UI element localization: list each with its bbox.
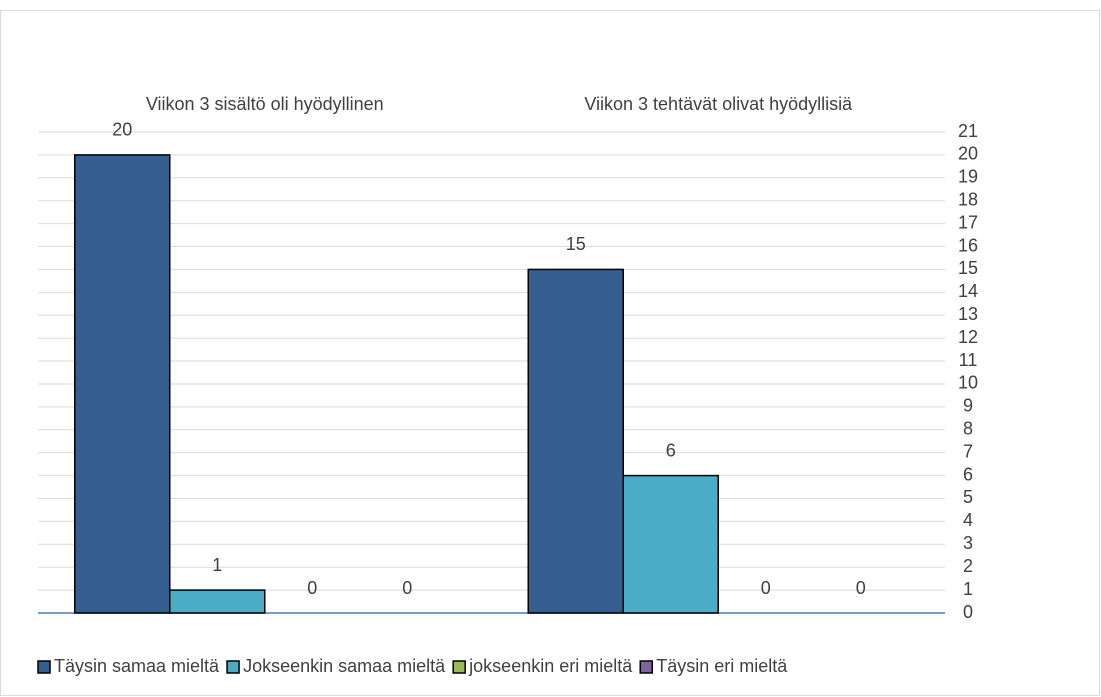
y-tick-label: 18 bbox=[958, 189, 978, 209]
data-label: 20 bbox=[112, 120, 132, 140]
y-tick-label: 17 bbox=[958, 212, 978, 232]
bar bbox=[527, 268, 624, 614]
y-tick-label: 6 bbox=[963, 464, 973, 484]
y-tick-label: 12 bbox=[958, 327, 978, 347]
data-label: 0 bbox=[307, 578, 317, 598]
legend-swatch bbox=[37, 660, 51, 674]
y-tick-label: 3 bbox=[963, 533, 973, 553]
legend-label: Jokseenkin samaa mieltä bbox=[243, 656, 446, 676]
y-tick-label: 10 bbox=[958, 373, 978, 393]
data-label: 6 bbox=[666, 440, 676, 460]
y-tick-label: 4 bbox=[963, 510, 973, 530]
legend-label: jokseenkin eri mieltä bbox=[468, 656, 633, 676]
y-tick-label: 19 bbox=[958, 167, 978, 187]
legend-swatch bbox=[452, 660, 466, 674]
y-tick-label: 7 bbox=[963, 441, 973, 461]
bar bbox=[169, 589, 266, 614]
data-label: 0 bbox=[402, 578, 412, 598]
y-tick-label: 16 bbox=[958, 235, 978, 255]
y-tick-label: 14 bbox=[958, 281, 978, 301]
y-tick-label: 11 bbox=[959, 350, 978, 370]
legend-swatch bbox=[639, 660, 653, 674]
y-tick-label: 2 bbox=[963, 556, 973, 576]
y-tick-label: 13 bbox=[958, 304, 978, 324]
y-tick-label: 5 bbox=[963, 487, 973, 507]
bar bbox=[74, 154, 171, 614]
y-tick-label: 1 bbox=[963, 579, 973, 599]
legend-label: Täysin eri mieltä bbox=[656, 656, 788, 676]
bar bbox=[622, 474, 719, 614]
data-label: 0 bbox=[761, 578, 771, 598]
y-tick-label: 21 bbox=[958, 121, 978, 141]
y-tick-label: 0 bbox=[963, 602, 973, 622]
legend-label: Täysin samaa mieltä bbox=[54, 656, 220, 676]
category-label: Viikon 3 sisältö oli hyödyllinen bbox=[146, 94, 384, 114]
data-label: 15 bbox=[566, 234, 586, 254]
y-tick-label: 20 bbox=[958, 144, 978, 164]
y-tick-label: 15 bbox=[958, 258, 978, 278]
data-label: 0 bbox=[856, 578, 866, 598]
y-tick-label: 9 bbox=[963, 396, 973, 416]
legend-swatch bbox=[226, 660, 240, 674]
category-label: Viikon 3 tehtävät olivat hyödyllisiä bbox=[584, 94, 853, 114]
y-tick-label: 8 bbox=[963, 419, 973, 439]
data-label: 1 bbox=[212, 555, 222, 575]
